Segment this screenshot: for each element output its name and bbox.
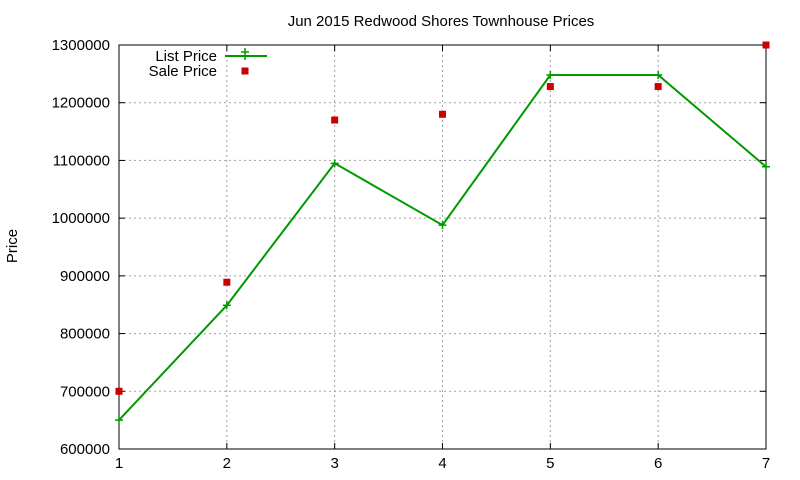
x-tick-label: 5 bbox=[546, 455, 554, 472]
sale-price-point bbox=[115, 387, 123, 395]
y-tick-label: 900000 bbox=[60, 268, 110, 285]
list-price-point bbox=[546, 71, 555, 80]
legend-label-sale-price: Sale Price bbox=[149, 63, 217, 80]
legend-label-list-price: List Price bbox=[155, 48, 217, 65]
y-axis-label: Price bbox=[4, 229, 21, 263]
x-tick-label: 2 bbox=[223, 455, 231, 472]
list-price-point bbox=[762, 162, 770, 171]
y-axis-ticks: 600000 700000 800000 900000 1000000 1100000 12… bbox=[52, 37, 766, 458]
sale-price-point bbox=[654, 83, 662, 91]
sale-price-point bbox=[331, 116, 339, 124]
y-tick-label: 700000 bbox=[60, 383, 110, 400]
sale-price-point bbox=[223, 278, 231, 286]
legend: List Price Sale Price bbox=[149, 48, 267, 80]
list-price-point bbox=[222, 301, 231, 310]
plot-frame bbox=[118, 44, 767, 450]
list-price-point bbox=[438, 221, 447, 230]
x-tick-label: 6 bbox=[654, 455, 662, 472]
x-tick-label: 4 bbox=[438, 455, 446, 472]
legend-marker-list-price bbox=[241, 48, 249, 60]
y-tick-label: 1300000 bbox=[52, 37, 110, 54]
y-tick-label: 1200000 bbox=[52, 95, 110, 112]
y-tick-label: 1000000 bbox=[52, 210, 110, 227]
x-tick-label: 1 bbox=[115, 455, 123, 472]
x-axis-ticks: 1 2 3 4 5 6 7 bbox=[115, 45, 770, 472]
sale-price-point bbox=[546, 83, 554, 91]
sale-price-point bbox=[439, 110, 446, 118]
list-price-point bbox=[330, 159, 339, 168]
x-tick-label: 7 bbox=[762, 455, 770, 472]
data-series bbox=[115, 41, 770, 425]
legend-marker-sale-price bbox=[241, 67, 249, 75]
list-price-point bbox=[654, 71, 663, 80]
chart-title: Jun 2015 Redwood Shores Townhouse Prices bbox=[288, 13, 595, 30]
list-price-point bbox=[115, 416, 123, 425]
grid-lines bbox=[119, 45, 766, 449]
sale-price-point bbox=[762, 41, 770, 49]
y-tick-label: 800000 bbox=[60, 326, 110, 343]
y-tick-label: 1100000 bbox=[53, 152, 110, 169]
x-tick-label: 3 bbox=[330, 455, 338, 472]
y-tick-label: 600000 bbox=[60, 441, 110, 458]
